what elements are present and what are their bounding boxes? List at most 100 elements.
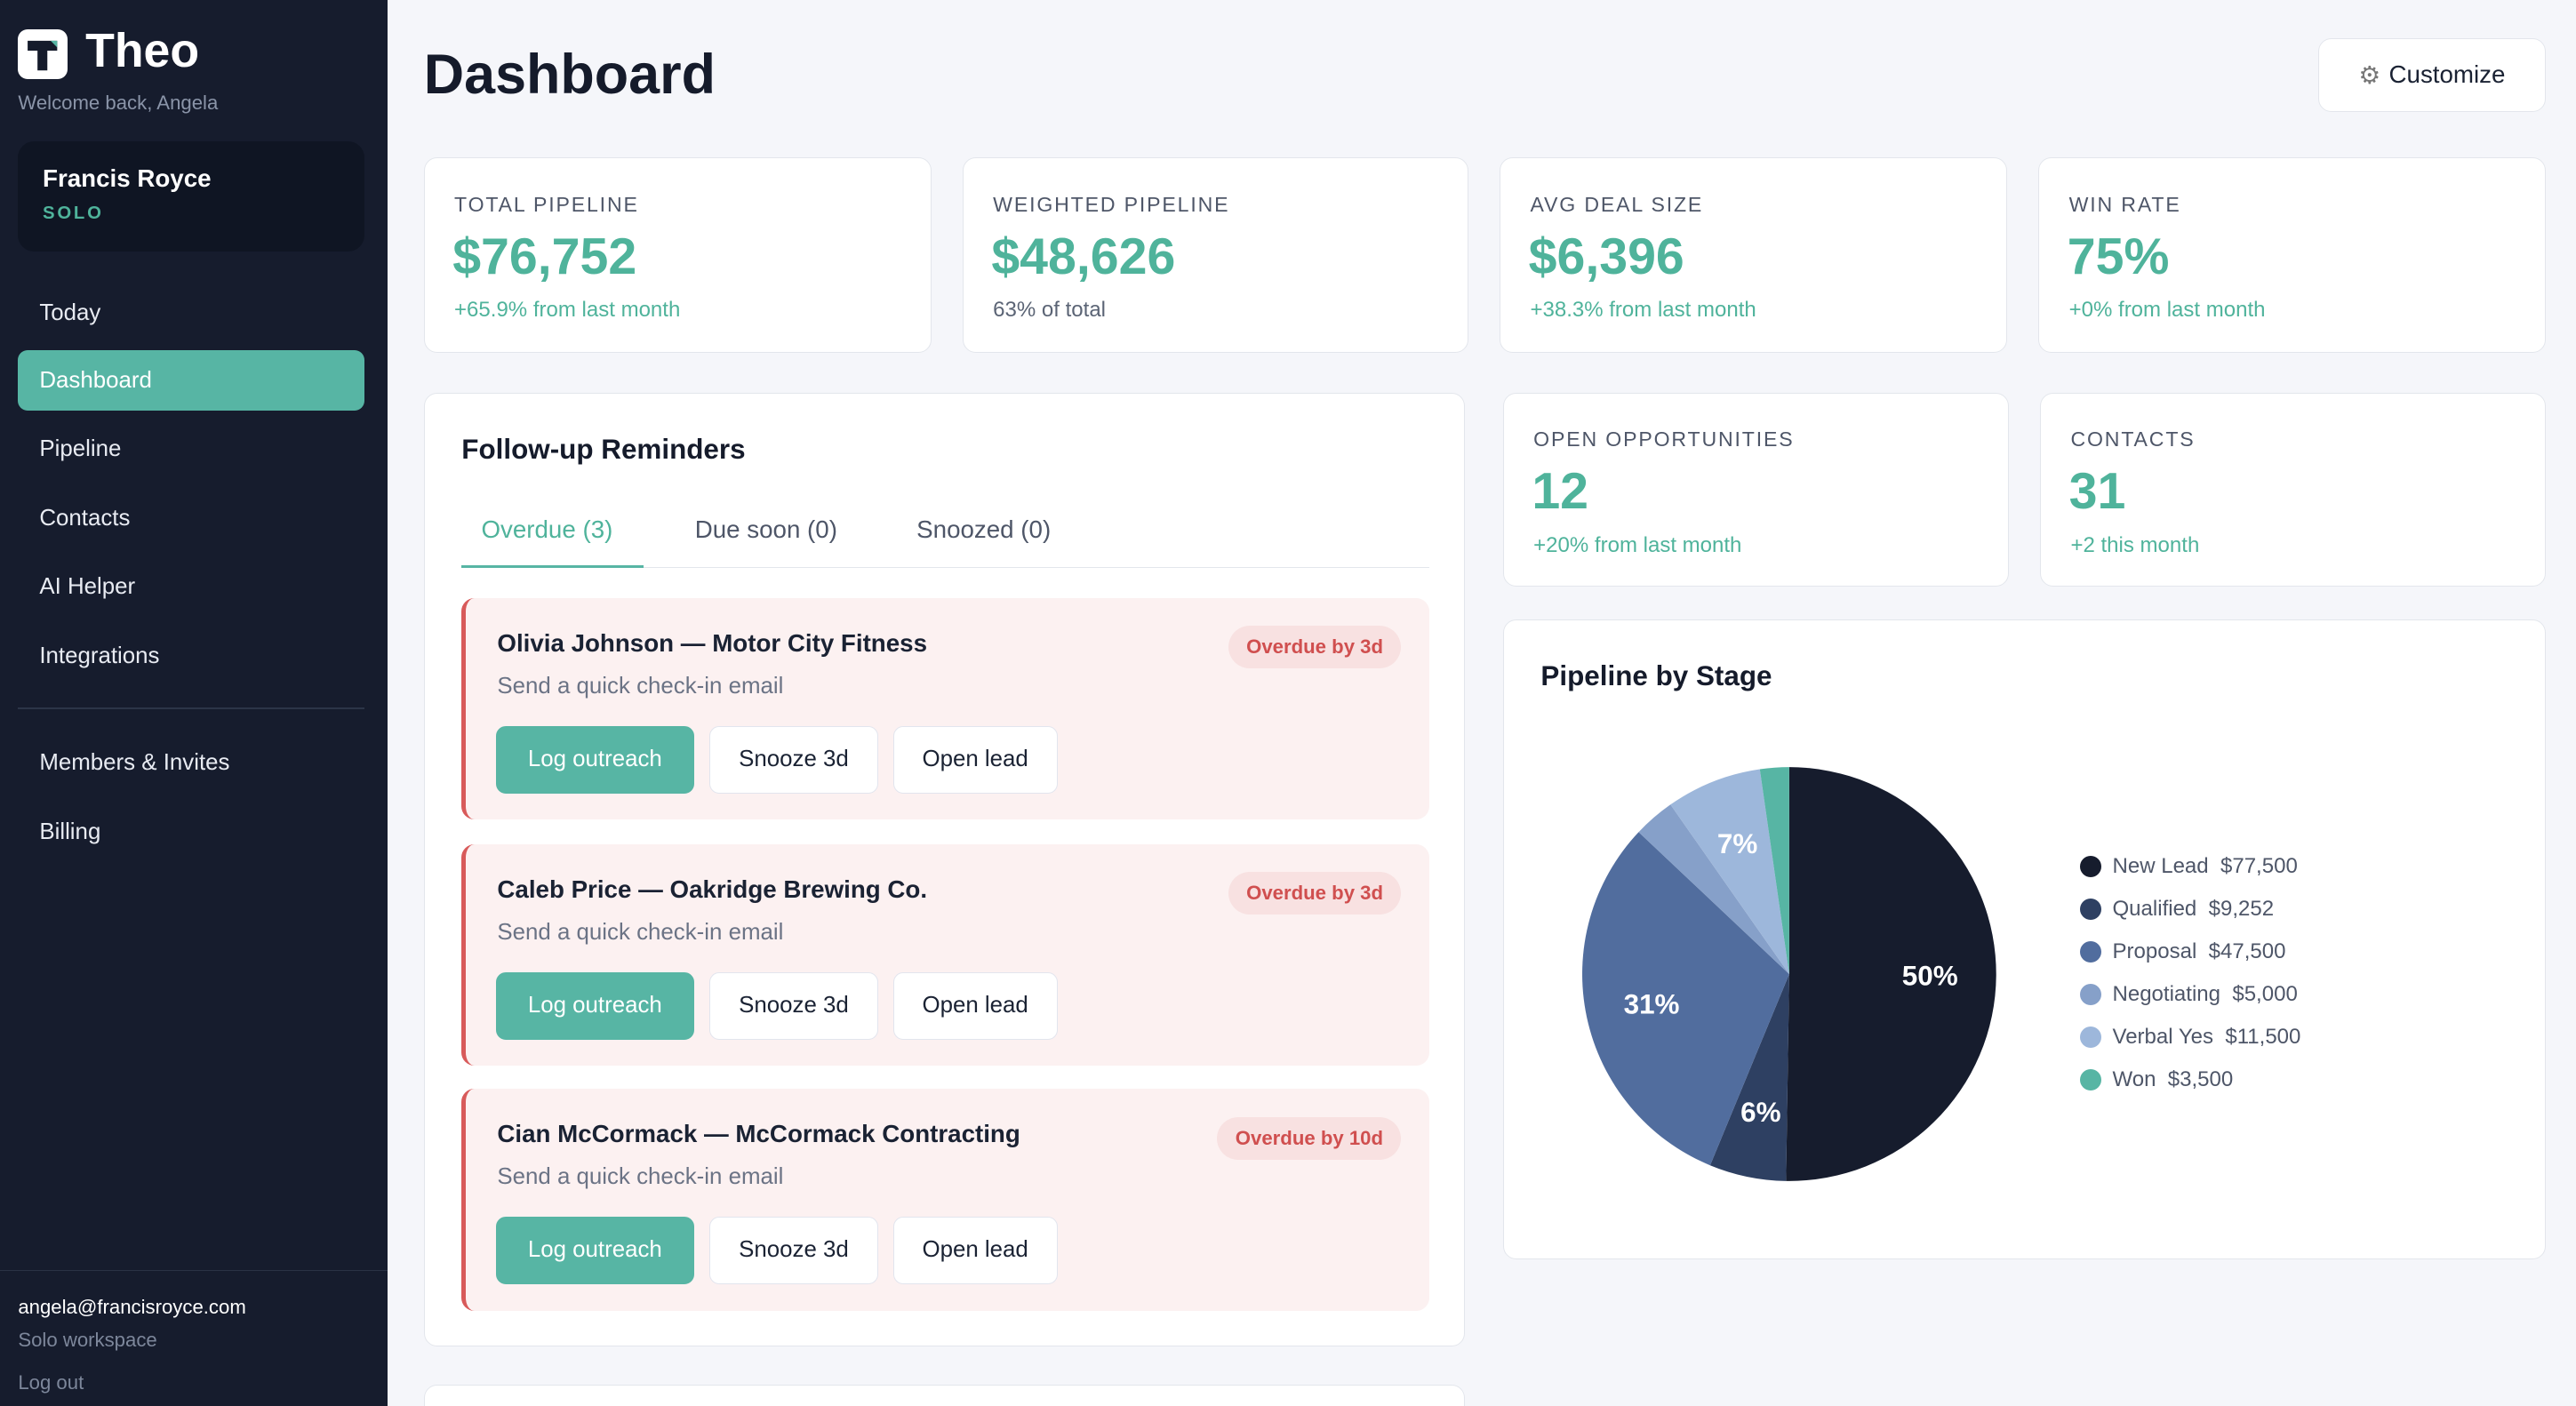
tabs-divider [461, 566, 1429, 569]
slice-label: 6% [1740, 1097, 1780, 1128]
legend-item: New Lead $77,500 [2079, 853, 2298, 879]
account-name: Francis Royce [43, 164, 212, 192]
legend-label: Won $3,500 [2112, 1067, 2234, 1092]
reminder-name: Cian McCormack — McCormack Contracting [497, 1120, 1020, 1148]
tab-due-soon[interactable]: Due soon (0) [694, 515, 837, 544]
reminder-item: Cian McCormack — McCormack Contracting S… [461, 1089, 1429, 1311]
stat-weighted-pipeline: WEIGHTED PIPELINE $48,626 63% of total [962, 157, 1469, 354]
nav-integrations[interactable]: Integrations [39, 643, 160, 669]
pie-slice-verbal-yes [1669, 769, 1789, 974]
reminder-desc: Send a quick check-in email [497, 919, 784, 945]
stat-label: WEIGHTED PIPELINE [993, 193, 1230, 217]
stat-sub: 63% of total [993, 298, 1107, 323]
overdue-badge: Overdue by 3d [1228, 872, 1402, 915]
stat-value: $48,626 [991, 228, 1176, 286]
log-outreach-button[interactable]: Log outreach [495, 725, 695, 794]
stat-value: 31 [2068, 463, 2126, 521]
open-lead-button[interactable]: Open lead [892, 1217, 1058, 1285]
active-tab-indicator [461, 564, 644, 569]
legend-item: Proposal $47,500 [2079, 939, 2286, 964]
plan-badge: SOLO [43, 204, 104, 224]
stat-label: WIN RATE [2068, 193, 2181, 217]
legend-dot [2079, 1069, 2101, 1091]
snooze-button[interactable]: Snooze 3d [708, 725, 879, 794]
footer-divider [0, 1269, 388, 1272]
chart-title: Pipeline by Stage [1540, 659, 1772, 691]
pie-slice-negotiating [1638, 804, 1789, 974]
next-card [423, 1384, 1466, 1406]
snooze-button[interactable]: Snooze 3d [708, 1217, 879, 1285]
stat-total-pipeline: TOTAL PIPELINE $76,752 +65.9% from last … [423, 157, 932, 354]
pie-slice-new-lead [1785, 767, 1996, 1181]
legend-label: Qualified $9,252 [2112, 897, 2275, 921]
stat-avg-deal-size: AVG DEAL SIZE $6,396 +38.3% from last mo… [1500, 157, 2008, 354]
legend-label: Proposal $47,500 [2112, 939, 2286, 964]
stat-sub: +65.9% from last month [454, 298, 681, 323]
stat-win-rate: WIN RATE 75% +0% from last month [2038, 157, 2547, 354]
logout-link[interactable]: Log out [18, 1371, 84, 1394]
legend-dot [2079, 984, 2101, 1006]
nav-pipeline[interactable]: Pipeline [39, 436, 122, 462]
stat-open-opportunities: OPEN OPPORTUNITIES 12 +20% from last mon… [1502, 392, 2010, 587]
overdue-badge: Overdue by 3d [1228, 626, 1402, 669]
customize-label: Customize [2388, 60, 2506, 89]
legend-dot [2079, 1027, 2101, 1049]
reminder-name: Caleb Price — Oakridge Brewing Co. [497, 875, 928, 903]
sidebar: Theo Welcome back, Angela Francis Royce … [0, 0, 388, 1406]
slice-label: 31% [1623, 988, 1679, 1019]
pie-slice-won [1759, 767, 1789, 974]
legend-dot [2079, 855, 2101, 877]
pie-slice-proposal [1581, 832, 1789, 1166]
stat-label: TOTAL PIPELINE [454, 193, 639, 217]
page-title: Dashboard [423, 44, 716, 107]
nav-members-invites[interactable]: Members & Invites [39, 750, 230, 776]
legend-item: Qualified $9,252 [2079, 897, 2275, 922]
stat-sub: +20% from last month [1533, 532, 1742, 557]
user-email: angela@francisroyce.com [18, 1296, 246, 1319]
welcome-text: Welcome back, Angela [18, 92, 219, 115]
stat-value: $6,396 [1528, 228, 1684, 286]
reminder-desc: Send a quick check-in email [497, 1164, 784, 1190]
legend-label: Verbal Yes $11,500 [2112, 1025, 2301, 1050]
legend-label: Negotiating $5,000 [2112, 982, 2298, 1007]
stat-sub: +0% from last month [2068, 298, 2266, 323]
nav-contacts[interactable]: Contacts [39, 505, 131, 531]
legend-item: Verbal Yes $11,500 [2079, 1025, 2301, 1050]
stat-label: CONTACTS [2070, 427, 2196, 451]
account-card[interactable]: Francis Royce SOLO [18, 140, 365, 252]
legend-label: New Lead $77,500 [2112, 853, 2298, 878]
stat-sub: +2 this month [2070, 532, 2200, 557]
reminder-item: Olivia Johnson — Motor City Fitness Send… [461, 597, 1429, 820]
legend-item: Won $3,500 [2079, 1067, 2234, 1092]
pie-slice-qualified [1709, 973, 1789, 1181]
nav-ai-helper[interactable]: AI Helper [39, 574, 136, 600]
logo-icon [18, 29, 68, 79]
stat-value: $76,752 [452, 228, 637, 286]
nav-divider [18, 707, 365, 710]
pie-chart: 50% 6% 31% 7% [1581, 767, 1996, 1181]
slice-label: 50% [1901, 960, 1957, 991]
gear-icon: ⚙ [2358, 60, 2381, 89]
stat-sub: +38.3% from last month [1530, 298, 1756, 323]
brand-name: Theo [85, 23, 200, 77]
reminders-title: Follow-up Reminders [461, 433, 746, 465]
nav-billing[interactable]: Billing [39, 819, 101, 844]
nav-today[interactable]: Today [39, 300, 101, 325]
slice-label: 7% [1717, 828, 1757, 859]
stat-value: 12 [1532, 463, 1589, 521]
legend-dot [2079, 941, 2101, 963]
legend-item: Negotiating $5,000 [2079, 982, 2298, 1007]
snooze-button[interactable]: Snooze 3d [708, 972, 879, 1040]
log-outreach-button[interactable]: Log outreach [495, 972, 695, 1040]
log-outreach-button[interactable]: Log outreach [495, 1217, 695, 1285]
open-lead-button[interactable]: Open lead [892, 725, 1058, 794]
overdue-badge: Overdue by 10d [1217, 1116, 1402, 1160]
stat-value: 75% [2067, 228, 2170, 286]
tab-snoozed[interactable]: Snoozed (0) [916, 515, 1052, 544]
nav-dashboard[interactable]: Dashboard [18, 349, 365, 411]
tab-overdue[interactable]: Overdue (3) [481, 515, 613, 544]
stat-contacts: CONTACTS 31 +2 this month [2040, 392, 2547, 587]
reminder-desc: Send a quick check-in email [497, 673, 784, 699]
customize-button[interactable]: ⚙ Customize [2317, 37, 2547, 112]
open-lead-button[interactable]: Open lead [892, 972, 1058, 1040]
